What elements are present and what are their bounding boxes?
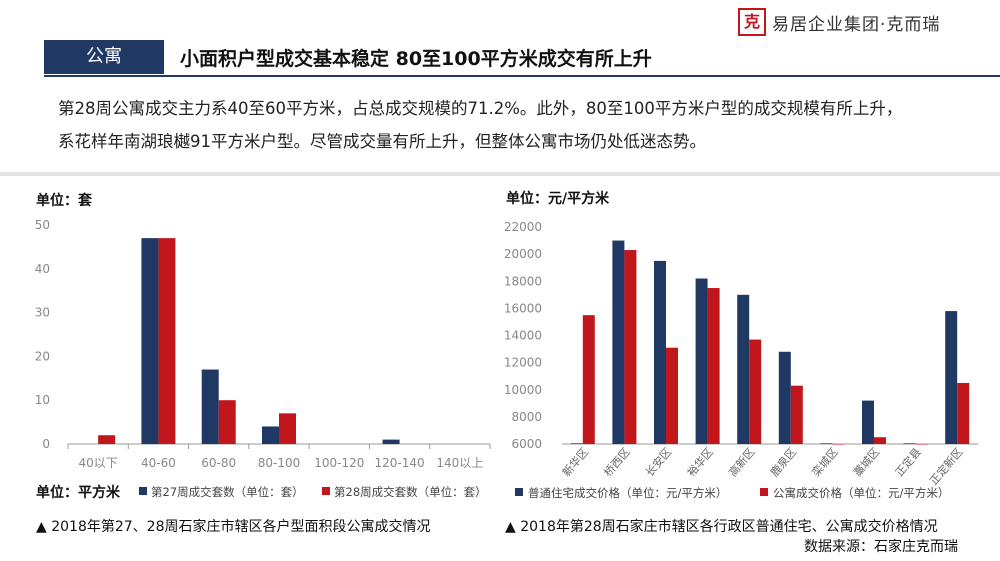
intro-line-2: 系花样年南湖琅樾91平方米户型。尽管成交量有所上升，但整体公寓市场仍处低迷态势。 (58, 132, 706, 151)
y-tick-label: 12000 (504, 356, 542, 370)
y-tick-label: 20 (35, 349, 50, 363)
bar-housing-price (820, 443, 833, 444)
bar-apartment-price (707, 288, 720, 444)
bar-housing-price (778, 351, 791, 444)
y-unit-label: 单位：套 (36, 192, 92, 209)
legend-swatch-week28 (322, 487, 330, 495)
bar-housing-price (612, 240, 625, 444)
y-tick-label: 0 (42, 437, 50, 451)
bar-housing-price (903, 443, 916, 444)
bar-week27 (382, 439, 400, 444)
x-tick-label: 栾城区 (809, 445, 841, 479)
legend-swatch-housing (515, 488, 523, 496)
x-tick-label: 正定县 (892, 445, 924, 479)
data-source: 数据来源：石家庄克而瑞 (804, 539, 958, 555)
x-tick-label: 桥西区 (602, 446, 633, 480)
bar-week27 (141, 238, 159, 444)
bar-housing-price (654, 260, 666, 444)
x-tick-label: 藁城区 (851, 446, 882, 480)
x-tick-label: 正定新区 (926, 445, 965, 488)
legend-label-week27: 第27周成交套数（单位：套） (151, 485, 304, 499)
y-tick-label: 10000 (504, 383, 542, 397)
bar-apartment-price (624, 250, 637, 444)
legend-label-housing: 普通住宅成交价格（单位：元/平方米） (528, 486, 727, 500)
bar-apartment-price (832, 444, 845, 445)
page-title: 小面积户型成交基本稳定 80至100平方米成交有所上升 (180, 48, 652, 70)
chart-district-prices: 单位：元/平方米 6000 8000 10000 12000 14000 16000 1800… (504, 190, 978, 500)
bar-housing-price (862, 400, 874, 444)
y-tick-label: 40 (35, 262, 50, 276)
chart-unit-sales-caption: ▲ 2018年第27、28周石家庄市辖区各户型面积段公寓成交情况 (36, 519, 431, 535)
y-tick-label: 22000 (504, 220, 542, 234)
bar-apartment-price (957, 382, 970, 444)
brand-name: 易居企业集团·克而瑞 (772, 14, 941, 35)
y-tick-label: 6000 (511, 437, 542, 451)
x-tick-label: 高新区 (726, 445, 758, 479)
y-tick-label: 20000 (504, 247, 542, 261)
legend-label-apartment: 公寓成交价格（单位：元/平方米） (773, 486, 949, 500)
bar-apartment-price (874, 437, 886, 444)
bar-apartment-price (582, 315, 595, 444)
chart-unit-sales: 单位：套 0 10 20 30 40 50 40以下 40-60 60-80 80-100 100-1… (35, 192, 491, 501)
y-tick-label: 14000 (504, 329, 542, 343)
title-rule (44, 75, 1000, 77)
y-tick-label: 50 (35, 218, 50, 232)
bar-apartment-price (915, 444, 928, 445)
x-tick-label: 100-120 (314, 456, 364, 470)
brand-logo: 克 易居企业集团·克而瑞 (738, 8, 940, 36)
bar-housing-price (737, 294, 750, 444)
x-tick-label: 80-100 (258, 456, 301, 470)
x-tick-label: 60-80 (201, 456, 236, 470)
x-tick-label: 120-140 (375, 456, 425, 470)
x-tick-label: 140以上 (436, 456, 483, 470)
bar-week27 (201, 369, 219, 444)
x-tick-label: 长安区 (642, 445, 674, 479)
x-tick-label: 40以下 (79, 456, 118, 470)
legend-swatch-apartment (760, 488, 768, 496)
section-divider (0, 172, 1000, 176)
y-tick-label: 8000 (511, 410, 542, 424)
y-unit-label: 单位：元/平方米 (506, 190, 610, 207)
x-tick-label: 40-60 (141, 456, 176, 470)
bar-housing-price (695, 278, 708, 444)
y-tick-label: 18000 (504, 274, 542, 288)
bar-apartment-price (749, 339, 762, 444)
x-tick-label: 鹿泉区 (767, 445, 799, 479)
intro-line-1: 第28周公寓成交主力系40至60平方米，占总成交规模的71.2%。此外，80至1… (58, 99, 903, 118)
bar-week28 (218, 400, 236, 444)
intro-paragraph: 第28周公寓成交主力系40至60平方米，占总成交规模的71.2%。此外，80至1… (58, 92, 988, 158)
y-tick-label: 10 (35, 393, 50, 407)
bar-housing-price (570, 443, 583, 444)
legend-label-week28: 第28周成交套数（单位：套） (334, 485, 487, 499)
bar-week27 (262, 426, 279, 444)
section-badge: 公寓 (44, 40, 164, 74)
bar-apartment-price (790, 385, 803, 444)
brand-seal-icon: 克 (738, 8, 766, 36)
bar-housing-price (945, 311, 958, 444)
bar-week28 (158, 238, 176, 444)
legend-swatch-week27 (139, 487, 147, 495)
bar-apartment-price (666, 347, 678, 444)
x-unit-label: 单位：平方米 (36, 484, 121, 501)
bar-week28 (279, 413, 296, 444)
chart-district-prices-caption: ▲ 2018年第28周石家庄市辖区各行政区普通住宅、公寓成交价格情况 (505, 519, 938, 535)
x-tick-label: 裕华区 (684, 445, 716, 479)
y-tick-label: 30 (35, 306, 50, 320)
y-tick-label: 16000 (504, 301, 542, 315)
bar-week28 (98, 435, 116, 444)
x-tick-label: 新华区 (559, 445, 591, 479)
